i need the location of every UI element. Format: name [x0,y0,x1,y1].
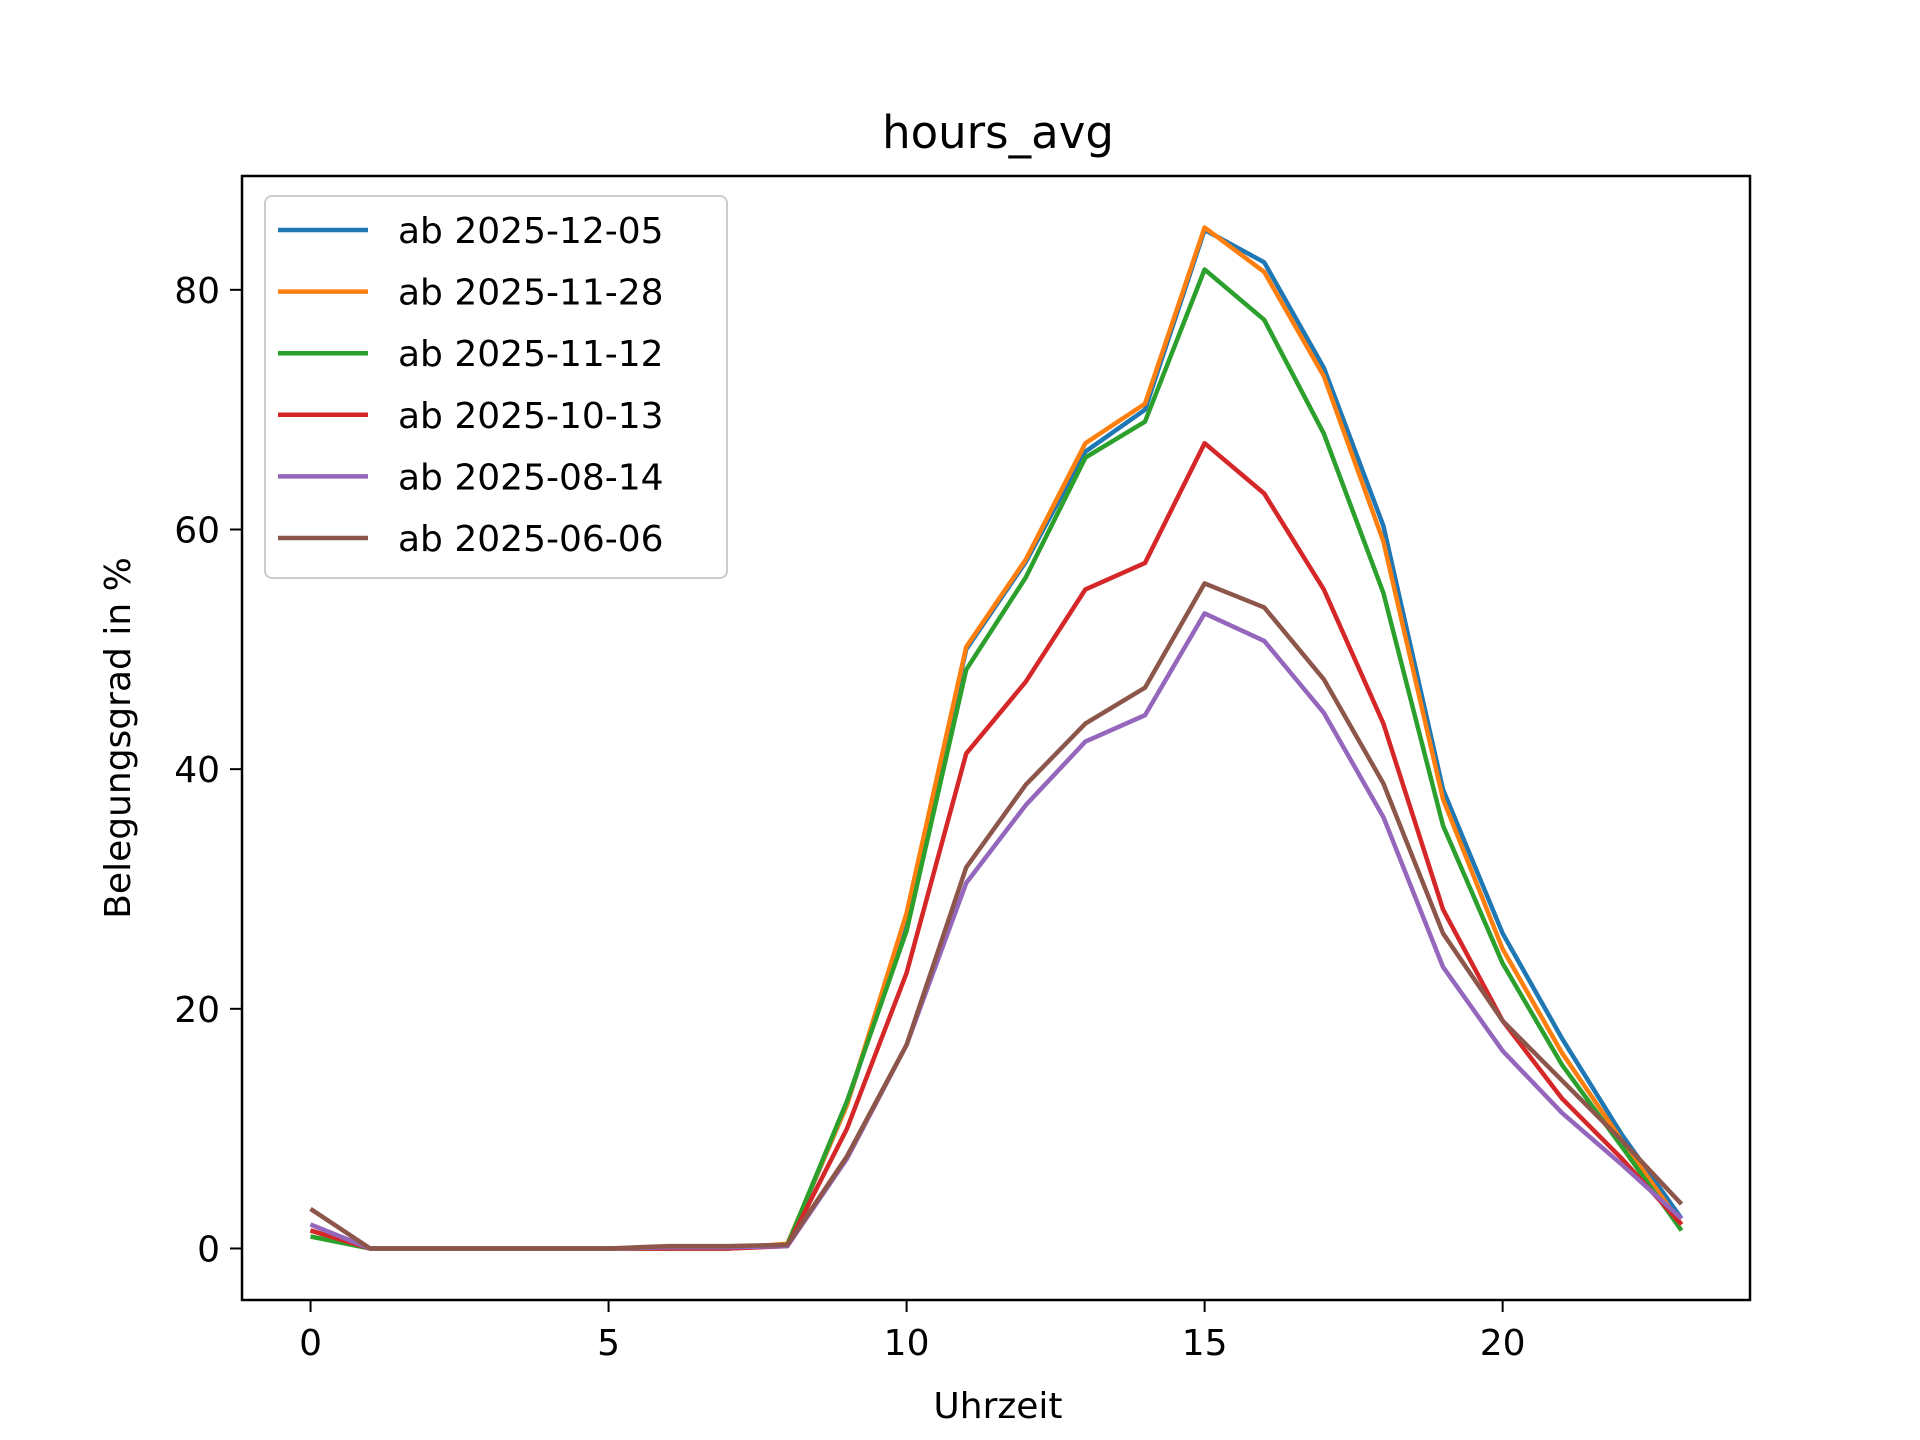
x-tick-label-4: 20 [1480,1323,1526,1364]
y-tick-label-2: 40 [174,750,220,791]
y-tick-label-4: 80 [174,271,220,312]
legend-label-5: ab 2025-06-06 [398,519,664,560]
x-tick-label-0: 0 [299,1323,322,1364]
y-tick-label-3: 60 [174,510,220,551]
y-axis-label: Belegungsgrad in % [98,557,139,919]
chart-title: hours_avg [882,106,1114,159]
plot-frame [240,174,1752,1302]
x-tick-label-2: 10 [884,1323,930,1364]
legend-label-1: ab 2025-11-28 [398,273,664,314]
legend-label-2: ab 2025-11-12 [398,334,664,375]
legend: ab 2025-12-05 ab 2025-11-28 ab 2025-11-12 a… [264,195,728,579]
x-axis-label: Uhrzeit [933,1386,1062,1427]
legend-label-0: ab 2025-12-05 [398,211,664,252]
y-tick-label-1: 20 [174,990,220,1031]
x-tick-label-3: 15 [1182,1323,1228,1364]
ticks-layer: 0 5 10 15 20 0 20 40 60 80 [174,271,1525,1364]
series-line-5 [309,581,1684,1251]
x-tick-label-1: 5 [597,1323,620,1364]
legend-box [264,195,728,579]
series-layer [309,225,1684,1251]
legend-label-3: ab 2025-10-13 [398,396,664,437]
y-tick-label-0: 0 [197,1229,220,1270]
legend-label-4: ab 2025-08-14 [398,457,664,498]
